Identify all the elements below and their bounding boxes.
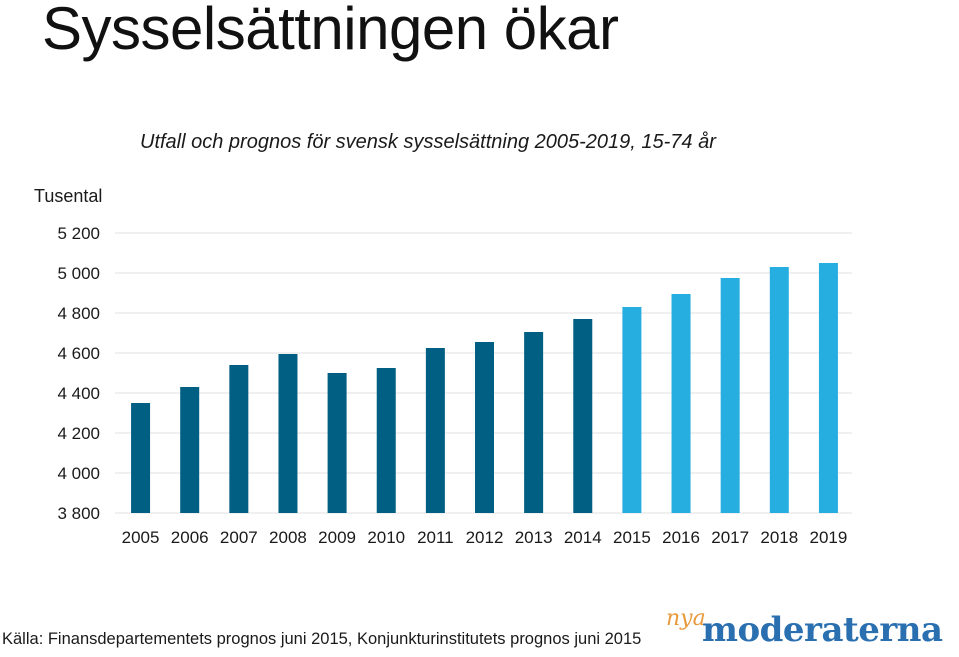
x-tick-label: 2015 — [613, 528, 651, 547]
moderaterna-logo: nya moderaterna — [664, 606, 958, 656]
bar-2007 — [229, 365, 249, 513]
y-tick-label: 4 200 — [57, 424, 100, 443]
x-tick-label: 2005 — [122, 528, 160, 547]
logo-prefix: nya — [666, 606, 706, 631]
y-tick-label: 4 600 — [57, 344, 100, 363]
y-tick-label: 4 400 — [57, 384, 100, 403]
bar-2018 — [769, 267, 789, 513]
bar-2011 — [425, 348, 445, 513]
bar-2012 — [475, 342, 494, 513]
x-tick-label: 2018 — [760, 528, 798, 547]
y-tick-label: 5 000 — [57, 264, 100, 283]
x-tick-label: 2006 — [171, 528, 209, 547]
y-tick-label: 4 800 — [57, 304, 100, 323]
x-axis-ticks: 2005 2006 2007 2008 2009 2010 2011 2012 2013 2014… — [122, 528, 848, 547]
x-tick-label: 2016 — [662, 528, 700, 547]
page-title: Sysselsättningen ökar — [42, 0, 619, 62]
bars — [131, 263, 838, 513]
bar-2013 — [524, 332, 544, 513]
x-tick-label: 2013 — [515, 528, 553, 547]
chart-subtitle: Utfall och prognos för svensk sysselsätt… — [140, 131, 716, 153]
bar-2010 — [376, 368, 396, 513]
bar-2009 — [327, 373, 347, 513]
bar-2016 — [671, 294, 691, 513]
source-note: Källa: Finansdepartementets prognos juni… — [2, 630, 642, 648]
x-tick-label: 2009 — [318, 528, 356, 547]
bar-2017 — [720, 278, 740, 513]
bar-2019 — [818, 263, 838, 513]
bar-2014 — [573, 319, 593, 513]
logo-name: moderaterna — [702, 610, 943, 650]
x-tick-label: 2007 — [220, 528, 258, 547]
bar-2008 — [278, 354, 298, 513]
employment-bar-chart: 3 800 4 000 4 200 4 400 4 600 4 800 5 000 5 200… — [57, 224, 852, 547]
x-tick-label: 2011 — [417, 528, 454, 547]
y-tick-label: 5 200 — [57, 224, 100, 243]
y-axis-unit-label: Tusental — [34, 186, 103, 206]
y-tick-label: 4 000 — [57, 464, 100, 483]
bar-2005 — [131, 403, 151, 513]
bar-2015 — [622, 307, 642, 513]
x-tick-label: 2019 — [810, 528, 848, 547]
y-axis-ticks: 3 800 4 000 4 200 4 400 4 600 4 800 5 000 5 200 — [57, 224, 100, 523]
y-tick-label: 3 800 — [57, 504, 100, 523]
x-tick-label: 2008 — [269, 528, 307, 547]
x-tick-label: 2012 — [466, 528, 504, 547]
bar-2006 — [180, 387, 200, 513]
x-tick-label: 2017 — [711, 528, 749, 547]
x-tick-label: 2010 — [367, 528, 405, 547]
x-tick-label: 2014 — [564, 528, 602, 547]
